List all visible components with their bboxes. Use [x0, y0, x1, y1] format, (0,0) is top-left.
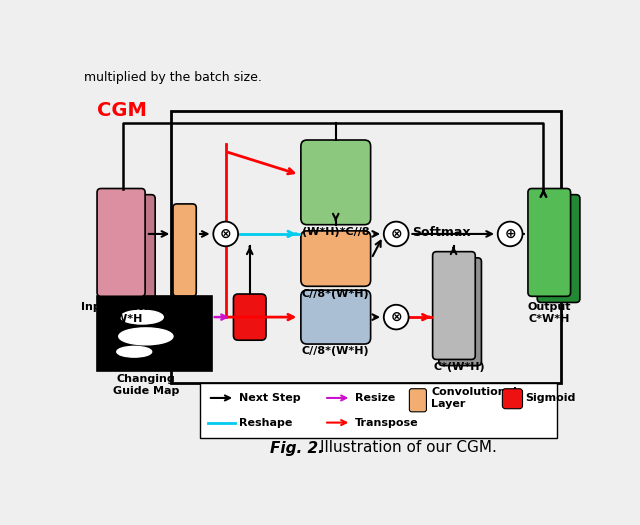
FancyBboxPatch shape: [301, 290, 371, 344]
Text: multiplied by the batch size.: multiplied by the batch size.: [84, 71, 262, 83]
Ellipse shape: [119, 328, 173, 345]
Bar: [172, 111, 561, 383]
Text: C//8*(W*H): C//8*(W*H): [302, 289, 369, 299]
FancyBboxPatch shape: [301, 231, 371, 286]
Text: Fig. 2.: Fig. 2.: [270, 440, 324, 456]
Text: CGM: CGM: [97, 101, 147, 121]
FancyBboxPatch shape: [97, 188, 145, 296]
FancyBboxPatch shape: [502, 388, 522, 409]
Text: Transpose: Transpose: [355, 417, 419, 427]
FancyBboxPatch shape: [173, 204, 196, 296]
FancyBboxPatch shape: [439, 258, 481, 365]
FancyBboxPatch shape: [301, 140, 371, 225]
Text: Next Step: Next Step: [239, 393, 301, 403]
Bar: [200, 383, 557, 438]
Text: Output
C*W*H: Output C*W*H: [527, 302, 571, 324]
Circle shape: [213, 222, 238, 246]
Text: ⊗: ⊗: [390, 310, 402, 324]
Text: Resize: Resize: [355, 393, 396, 403]
Text: Convolutional
Layer: Convolutional Layer: [431, 387, 517, 409]
Circle shape: [384, 305, 408, 329]
Circle shape: [384, 222, 408, 246]
Text: ⊗: ⊗: [220, 227, 232, 241]
FancyBboxPatch shape: [433, 251, 476, 360]
Text: Changing
Guide Map: Changing Guide Map: [113, 374, 179, 396]
Text: ⊕: ⊕: [504, 227, 516, 241]
Ellipse shape: [117, 346, 152, 357]
Text: C//8*(W*H): C//8*(W*H): [302, 346, 369, 356]
FancyBboxPatch shape: [528, 188, 571, 296]
Ellipse shape: [121, 310, 163, 324]
Circle shape: [498, 222, 522, 246]
Text: Illustration of our CGM.: Illustration of our CGM.: [320, 440, 497, 456]
Text: C*(W*H): C*(W*H): [434, 362, 486, 372]
Text: Input feature
C*W*H: Input feature C*W*H: [81, 302, 164, 324]
FancyBboxPatch shape: [234, 294, 266, 340]
FancyBboxPatch shape: [107, 195, 155, 302]
Text: ⊗: ⊗: [390, 227, 402, 241]
Text: Sigmoid: Sigmoid: [525, 393, 576, 403]
FancyBboxPatch shape: [537, 195, 580, 302]
Text: Softmax: Softmax: [412, 226, 470, 239]
FancyBboxPatch shape: [410, 388, 426, 412]
Text: (W*H)*C//8: (W*H)*C//8: [302, 227, 369, 237]
Text: Reshape: Reshape: [239, 417, 292, 427]
Bar: [97, 296, 212, 371]
